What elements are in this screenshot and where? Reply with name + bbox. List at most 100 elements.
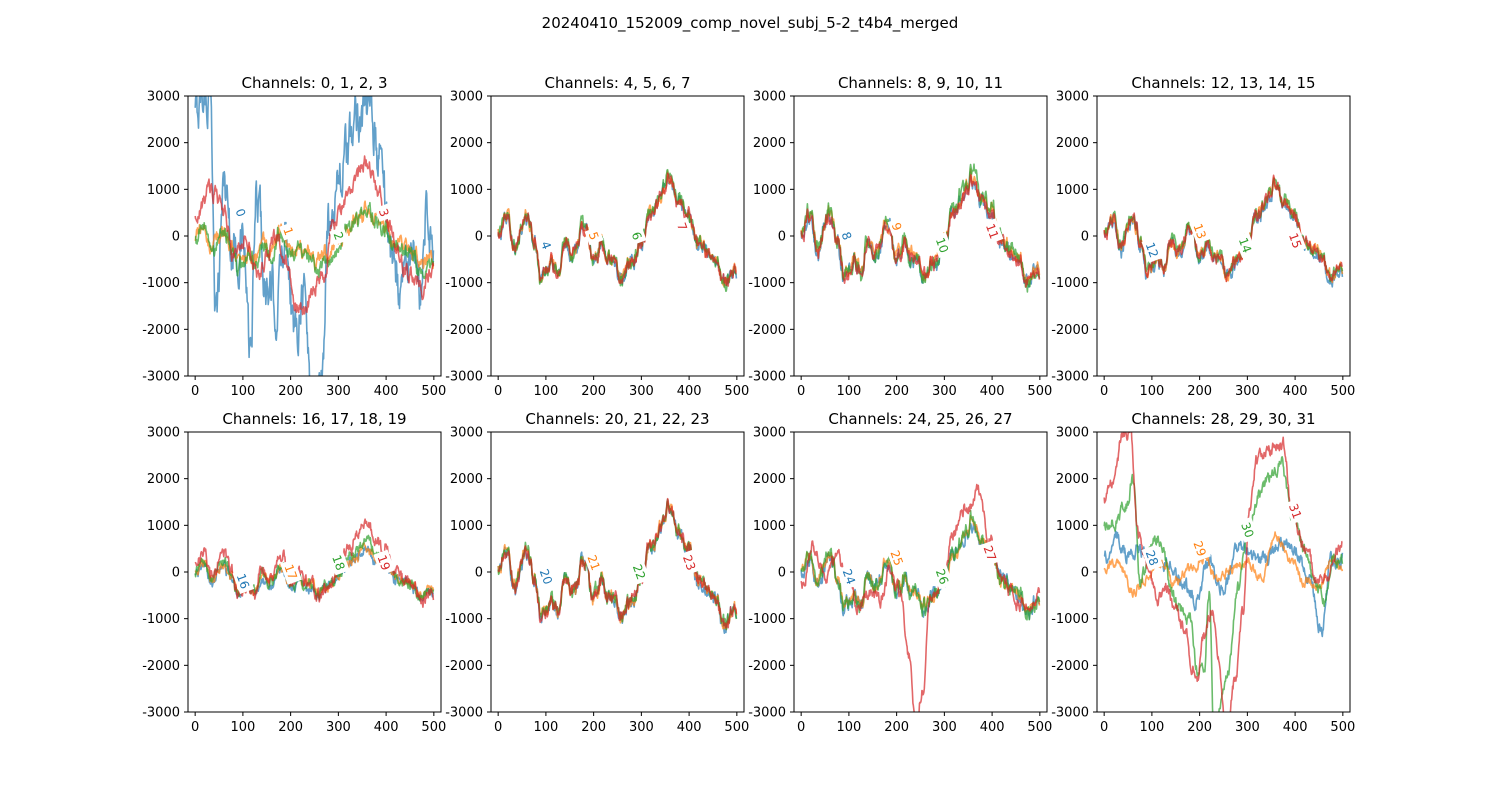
x-tick-label: 500	[1027, 720, 1052, 735]
y-tick-label: -3000	[748, 370, 786, 385]
channel-label-6: 6	[627, 226, 647, 246]
y-tick-label: -1000	[445, 276, 483, 291]
y-tick-label: 3000	[147, 90, 180, 105]
subplot-1: Channels: 4, 5, 6, 7 4 5 6 7 0 100 200 300 400 500…	[445, 74, 749, 399]
y-tick-label: 3000	[450, 426, 483, 441]
channel-label-text: 2	[331, 230, 347, 242]
y-tick-label: 2000	[1056, 472, 1089, 487]
y-tick-label: -3000	[142, 370, 180, 385]
x-tick-label: 0	[797, 720, 805, 735]
channel-label-7: 7	[672, 217, 692, 236]
x-tick-label: 400	[677, 720, 702, 735]
subplots-grid: Channels: 0, 1, 2, 301 230 100 200 300 400 500…	[142, 74, 1355, 735]
x-tick-label: 0	[494, 720, 502, 735]
channel-label-26: 26	[931, 563, 954, 590]
channel-label-text: 15	[1286, 231, 1304, 250]
channel-label-text: 4	[538, 239, 554, 251]
x-tick-label: 300	[1235, 720, 1260, 735]
channel-label-text: 24	[840, 567, 858, 586]
subplot-title: Channels: 12, 13, 14, 15	[1131, 74, 1315, 92]
channel-label-25: 25	[886, 544, 908, 571]
x-tick-label: 500	[421, 720, 446, 735]
x-tick-label: 100	[533, 720, 558, 735]
y-tick-label: 0	[172, 566, 180, 581]
channel-label-4: 4	[536, 235, 556, 255]
x-tick-label: 200	[884, 720, 909, 735]
x-tick-label: 400	[980, 384, 1005, 399]
channel-label-text: 13	[1190, 222, 1208, 241]
subplot-3: Channels: 12, 13, 14, 15 12 13 14 15 0 100 200 3…	[1051, 74, 1355, 399]
y-tick-label: 1000	[147, 183, 180, 198]
channel-label-1: 1	[279, 221, 299, 241]
channel-label-11: 11	[981, 218, 1004, 245]
channel-label-18: 18	[328, 549, 350, 576]
x-tick-label: 100	[230, 384, 255, 399]
y-tick-label: -3000	[445, 370, 483, 385]
series-line-7	[497, 172, 738, 287]
channel-label-text: 11	[983, 222, 1001, 241]
y-tick-label: -2000	[142, 323, 180, 338]
x-tick-label: 200	[1187, 720, 1212, 735]
y-tick-label: 1000	[753, 183, 786, 198]
channel-label-text: 28	[1143, 548, 1161, 567]
channel-label-text: 5	[586, 230, 602, 242]
x-tick-label: 400	[374, 384, 399, 399]
x-tick-label: 400	[677, 384, 702, 399]
y-tick-label: -1000	[1051, 276, 1089, 291]
subplot-title: Channels: 0, 1, 2, 3	[241, 74, 387, 92]
channel-label-text: 10	[933, 236, 951, 255]
channel-label-20: 20	[535, 563, 558, 590]
y-tick-label: 3000	[450, 90, 483, 105]
channel-label-28: 28	[1141, 544, 1164, 571]
x-tick-label: 500	[1027, 384, 1052, 399]
channel-label-15: 15	[1284, 227, 1307, 254]
x-tick-label: 200	[278, 384, 303, 399]
y-tick-label: -2000	[748, 659, 786, 674]
channel-label-text: 12	[1143, 240, 1161, 259]
y-tick-label: 1000	[1056, 183, 1089, 198]
channel-label-text: 9	[889, 221, 905, 233]
series-line-3	[194, 155, 435, 316]
y-tick-label: -1000	[445, 612, 483, 627]
channel-label-24: 24	[838, 563, 861, 590]
channel-label-12: 12	[1141, 236, 1164, 263]
x-tick-label: 200	[581, 720, 606, 735]
series-line-19	[194, 518, 435, 609]
y-tick-label: -1000	[748, 276, 786, 291]
channel-label-17: 17	[280, 558, 302, 585]
x-tick-label: 500	[724, 384, 749, 399]
series-line-29	[1103, 531, 1344, 598]
subplot-6: Channels: 24, 25, 26, 27 24 25 26 27 0 100 200 3…	[748, 410, 1052, 735]
subplot-0: Channels: 0, 1, 2, 3 0 1 2 3 0 100 200 300 400 500…	[142, 74, 446, 399]
channel-label-text: 23	[680, 553, 698, 572]
channel-label-19: 19	[373, 549, 395, 576]
x-tick-label: 500	[1330, 720, 1355, 735]
x-tick-label: 300	[629, 720, 654, 735]
subplot-7: Channels: 28, 29, 30, 31 28 29 30 31 0 100 200 3…	[1051, 410, 1355, 735]
channel-label-text: 31	[1286, 502, 1304, 521]
channel-label-text: 6	[629, 230, 645, 242]
y-tick-label: 0	[475, 566, 483, 581]
x-tick-label: 0	[191, 720, 199, 735]
series-group	[497, 497, 738, 635]
channel-label-text: 27	[981, 544, 999, 563]
x-tick-label: 200	[1187, 384, 1212, 399]
channel-label-text: 1	[280, 225, 296, 237]
y-tick-label: 3000	[147, 426, 180, 441]
x-tick-label: 500	[724, 720, 749, 735]
series-group	[194, 518, 435, 609]
channel-label-13: 13	[1189, 218, 1211, 245]
x-tick-label: 200	[884, 384, 909, 399]
channel-label-22: 22	[628, 558, 651, 585]
channel-label-10: 10	[931, 232, 954, 259]
x-tick-label: 0	[1100, 720, 1108, 735]
y-tick-label: 0	[475, 230, 483, 245]
channel-label-3: 3	[374, 203, 394, 222]
x-tick-label: 100	[836, 384, 861, 399]
channel-label-8: 8	[837, 226, 857, 246]
channel-label-text: 20	[537, 567, 555, 586]
channel-label-text: 21	[584, 553, 602, 572]
x-tick-label: 100	[230, 720, 255, 735]
y-tick-label: -2000	[142, 659, 180, 674]
series-group	[800, 483, 1041, 712]
